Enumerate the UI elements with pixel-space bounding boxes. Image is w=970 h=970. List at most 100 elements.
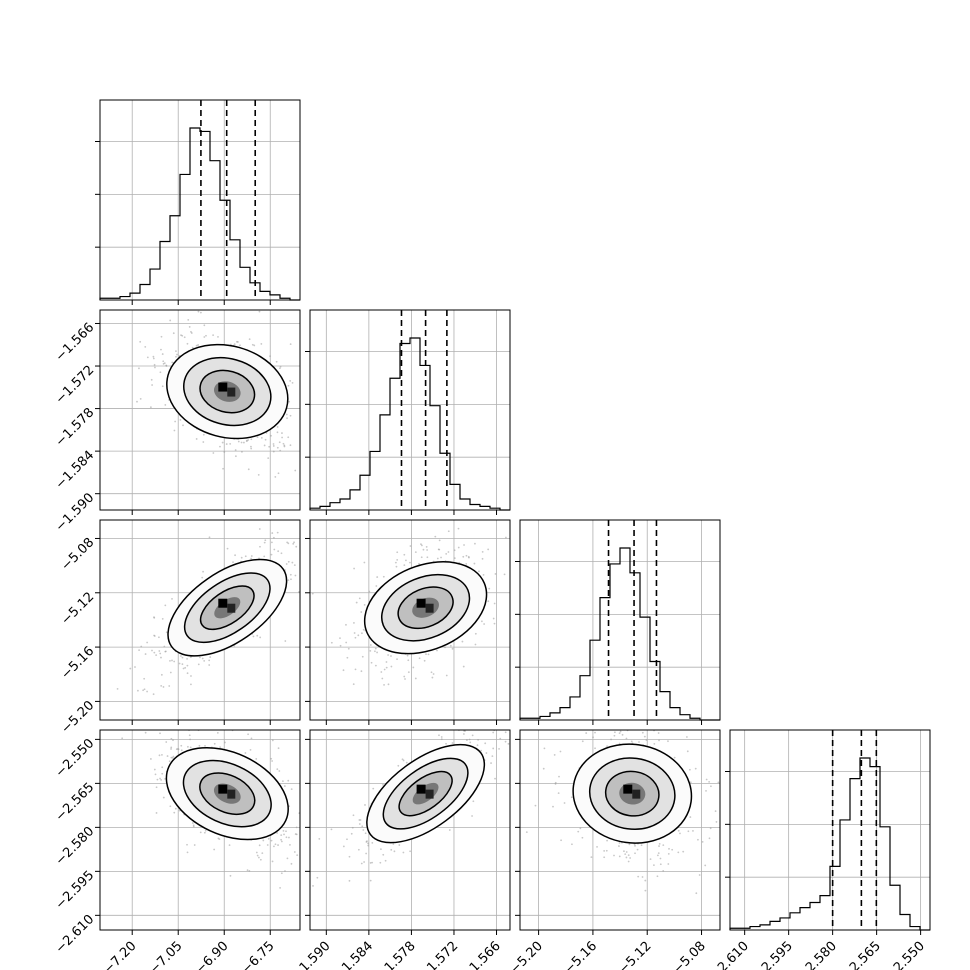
scatter-point (476, 744, 479, 747)
panel-frame (729, 729, 931, 931)
scatter-point (444, 646, 446, 649)
scatter-point (418, 562, 420, 565)
scatter-point (161, 385, 164, 388)
x-tick-label: −1.566 (459, 939, 504, 970)
scatter-point (367, 844, 370, 847)
scatter-point (256, 634, 259, 637)
scatter-point (516, 709, 518, 711)
y-tick-label: −2.595 (53, 868, 98, 913)
scatter-point (367, 842, 369, 845)
scatter-point (374, 664, 377, 667)
scatter-point (151, 384, 153, 386)
scatter-point (240, 441, 243, 444)
scatter-point (390, 665, 393, 668)
scatter-point (534, 804, 537, 807)
scatter-point (270, 434, 272, 437)
x-tick-label: −1.590 (289, 939, 334, 970)
scatter-point (440, 556, 442, 559)
scatter-point (153, 651, 156, 654)
scatter-point (184, 666, 187, 669)
scatter-point (330, 641, 333, 644)
density-peak-cell (218, 784, 228, 794)
panel-frame (99, 729, 301, 931)
panel-bg (730, 730, 930, 930)
scatter-point (260, 343, 263, 345)
scatter-point (286, 417, 288, 420)
scatter-point (277, 844, 279, 846)
scatter-point (619, 730, 622, 733)
scatter-point (369, 862, 372, 864)
scatter-point (469, 741, 472, 744)
scatter-point (248, 870, 251, 872)
scatter-point (374, 650, 376, 653)
scatter-point (423, 659, 426, 662)
scatter-point (171, 659, 173, 662)
scatter-point (474, 542, 476, 545)
scatter-point (603, 850, 606, 852)
scatter-point (694, 767, 697, 770)
scatter-point (170, 756, 173, 759)
scatter-point (383, 668, 386, 671)
scatter-point (414, 551, 417, 554)
scatter-point (705, 789, 707, 792)
scatter-point (372, 787, 375, 790)
scatter-point (191, 822, 194, 824)
scatter-point (276, 768, 279, 771)
scatter-point (420, 544, 423, 547)
scatter-point (376, 576, 379, 578)
scatter-point (162, 360, 165, 363)
scatter-point (289, 414, 292, 417)
scatter-point (376, 651, 378, 654)
density-peak-cell (227, 789, 236, 799)
scatter-point (219, 445, 221, 448)
scatter-point (183, 336, 186, 339)
scatter-point (280, 872, 283, 875)
scatter-point (438, 539, 441, 542)
scatter-point (347, 647, 350, 650)
scatter-point (193, 844, 196, 846)
y-tick-label: −1.578 (53, 405, 98, 450)
scatter-point (390, 848, 393, 851)
scatter-point (153, 616, 155, 618)
scatter-point (487, 600, 490, 603)
scatter-point (571, 843, 573, 846)
density-peak-cell (218, 382, 228, 392)
scatter-point (278, 770, 281, 772)
density-peak-cell (416, 784, 426, 794)
scatter-point (295, 545, 298, 548)
scatter-point (492, 731, 495, 734)
scatter-point (603, 856, 606, 859)
scatter-point (346, 656, 349, 659)
scatter-point (286, 857, 289, 860)
density-peak-cell (425, 603, 434, 613)
scatter-point (250, 557, 253, 560)
scatter-point (144, 731, 147, 734)
hist-panel-0 (95, 99, 301, 301)
scatter-point (229, 442, 232, 445)
scatter-point (590, 856, 593, 859)
scatter-point (465, 563, 468, 565)
scatter-point (613, 854, 615, 857)
scatter-point (480, 620, 483, 623)
scatter-point (606, 745, 608, 748)
scatter-point (621, 733, 624, 736)
scatter-point (295, 833, 298, 836)
scatter-point (291, 382, 294, 384)
scatter-point (143, 688, 146, 691)
scatter-point (143, 677, 146, 680)
scatter-point (199, 831, 202, 834)
scatter-point (570, 796, 573, 799)
scatter-point (247, 733, 250, 736)
scatter-point (129, 667, 132, 670)
scatter-point (287, 779, 290, 782)
scatter-point (270, 757, 273, 760)
scatter-point (304, 552, 306, 554)
scatter-point (204, 829, 207, 832)
density-peak-cell (416, 598, 426, 608)
scatter-point (186, 664, 189, 667)
scatter-point (187, 318, 190, 321)
x-tick-label: −2.550 (883, 939, 928, 970)
scatter-point (149, 406, 152, 409)
scatter-point (478, 570, 480, 573)
scatter-point (285, 413, 288, 416)
